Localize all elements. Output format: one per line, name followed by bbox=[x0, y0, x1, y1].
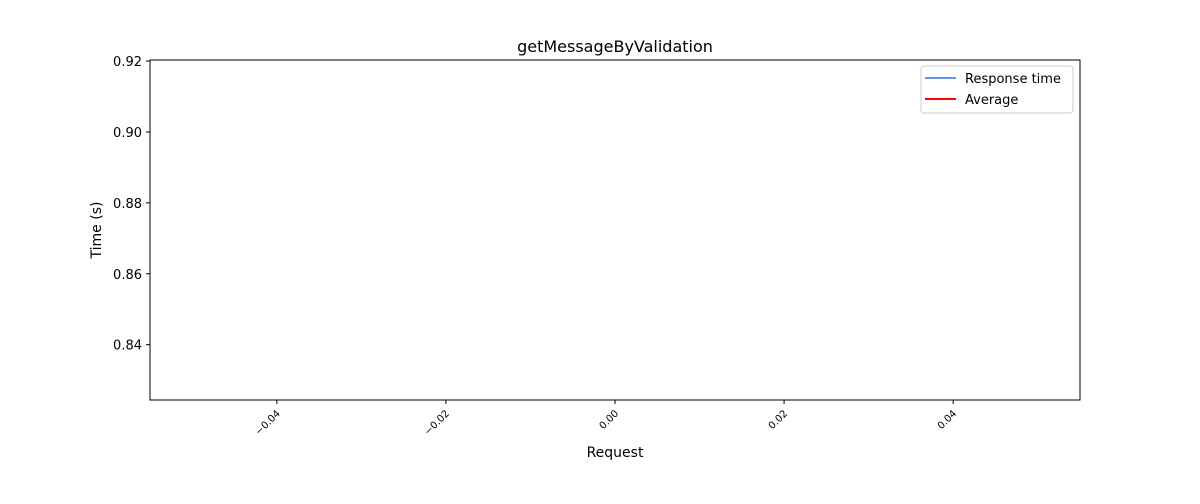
x-axis: −0.04 −0.02 0.00 0.02 0.04 bbox=[253, 400, 959, 438]
y-tick-label: 0.90 bbox=[113, 126, 142, 141]
legend-box bbox=[920, 65, 1074, 114]
y-tick-label: 0.86 bbox=[113, 268, 142, 283]
x-axis-label: Request bbox=[587, 445, 644, 461]
y-tick-label: 0.88 bbox=[113, 197, 142, 212]
x-tick-label: 0.04 bbox=[936, 408, 960, 432]
y-tick-label: 0.92 bbox=[113, 55, 142, 70]
y-axis-label: Time (s) bbox=[89, 202, 105, 260]
x-tick-label: 0.02 bbox=[767, 408, 791, 432]
legend-label: Response time bbox=[965, 72, 1061, 87]
y-tick-label: 0.84 bbox=[113, 339, 142, 354]
legend: Response time Average bbox=[920, 65, 1074, 114]
y-axis: 0.84 0.86 0.88 0.90 0.92 bbox=[113, 55, 150, 354]
legend-label: Average bbox=[965, 93, 1018, 108]
chart-title: getMessageByValidation bbox=[517, 37, 713, 56]
x-tick-label: −0.02 bbox=[423, 408, 452, 437]
x-tick-label: 0.00 bbox=[598, 408, 622, 432]
x-tick-label: −0.04 bbox=[253, 408, 282, 437]
